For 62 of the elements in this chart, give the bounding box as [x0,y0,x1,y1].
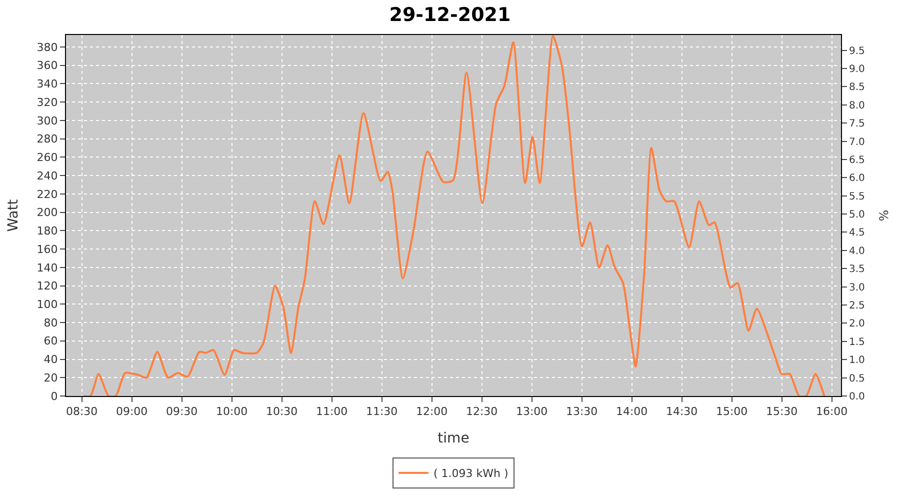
chart-title: 29-12-2021 [389,4,511,26]
y-tick-label: 20 [44,371,58,384]
y2-tick-label: 1.0 [849,355,865,366]
y-tick-label: 200 [36,206,58,220]
x-tick-label: 14:30 [666,405,698,418]
y2-axis-title: % [876,210,891,222]
y-tick-label: 320 [36,96,58,109]
x-tick-label: 15:30 [766,405,798,418]
line-series [82,35,826,396]
x-tick-label: 08:30 [66,405,98,418]
x-tick-label: 11:30 [366,405,398,418]
y2-tick-label: 5.5 [849,191,865,202]
y2-tick-label: 0.5 [849,373,865,384]
y2-tick-label: 2.0 [849,318,865,330]
y2-tick-label: 1.5 [849,336,865,348]
y-tick-label: 100 [36,298,58,311]
y-tick-label: 0 [50,390,58,403]
x-tick-label: 10:00 [216,405,248,418]
x-tick-label: 09:00 [116,405,148,418]
y2-tick-label: 7.0 [849,136,865,148]
y2-tick-label: 2.5 [849,300,865,312]
y-axis-title: Watt [5,198,22,232]
y-tick-label: 180 [36,224,58,238]
y2-tick-label: 4.5 [849,228,865,239]
y2-tick-label: 8.0 [849,100,865,112]
x-tick-label: 10:30 [266,405,298,418]
x-tick-label: 15:00 [716,405,748,418]
x-axis-title: time [438,430,470,446]
y2-tick-label: 8.5 [849,82,865,94]
y2-tick-label: 9.0 [849,64,865,75]
y-tick-label: 120 [36,280,58,293]
x-tick-label: 09:30 [166,405,198,418]
y2-tick-label: 4.0 [849,246,865,257]
y2-tick-label: 3.5 [849,264,865,276]
y-tick-label: 40 [44,353,58,366]
x-tick-label: 12:30 [466,405,498,418]
y2-tick-label: 3.0 [849,282,865,294]
y2-tick-label: 6.5 [849,154,865,166]
y-tick-label: 340 [36,78,58,91]
y2-tick-label: 5.0 [849,210,865,221]
x-tick-label: 13:30 [566,405,598,418]
y-tick-label: 60 [44,334,58,348]
y-tick-label: 220 [36,188,58,201]
y2-tick-label: 6.0 [849,173,865,184]
x-tick-label: 14:00 [616,405,648,418]
x-tick-label: 16:00 [816,405,848,418]
y2-tick-label: 7.5 [849,118,865,130]
y-tick-label: 360 [36,59,58,72]
y-tick-label: 80 [44,316,58,330]
y-tick-label: 380 [36,40,58,54]
y-tick-label: 300 [36,114,58,128]
y-tick-label: 280 [36,132,58,146]
y-tick-label: 140 [36,261,58,274]
y-tick-label: 260 [36,151,58,164]
y-tick-label: 240 [36,169,58,182]
x-tick-label: 11:00 [316,405,348,418]
x-tick-label: 13:00 [516,405,548,418]
y-tick-label: 160 [36,242,58,256]
x-tick-label: 12:00 [416,405,448,418]
legend-label: ( 1.093 kWh ) [434,467,508,480]
y2-tick-label: 9.5 [849,46,865,57]
y2-tick-label: 0.0 [849,392,865,402]
